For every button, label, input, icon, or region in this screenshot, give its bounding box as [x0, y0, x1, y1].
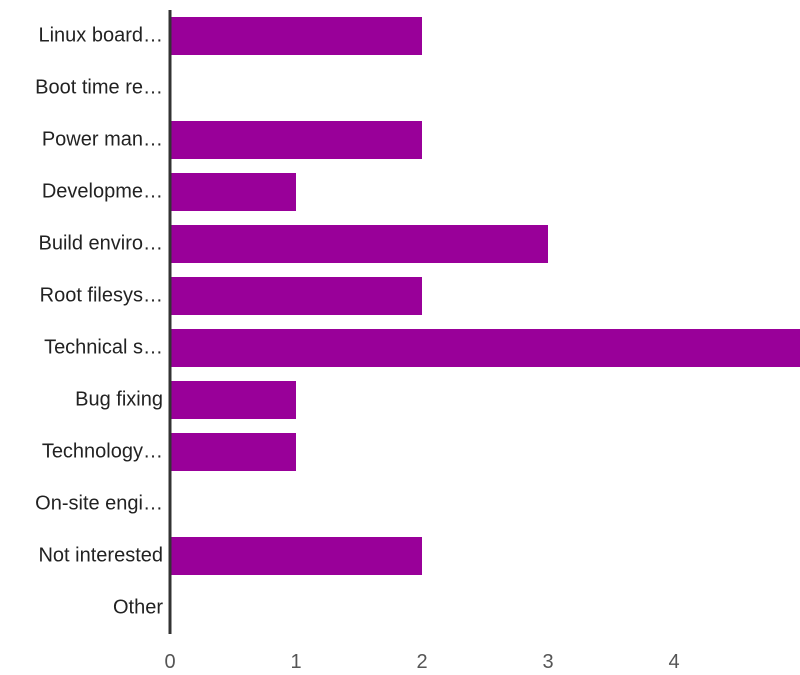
x-tick-label: 4 [668, 651, 679, 673]
bar [170, 381, 296, 419]
category-label: Technical s… [44, 336, 163, 358]
bar [170, 277, 422, 315]
bar [170, 225, 548, 263]
category-label: Technology… [42, 440, 163, 462]
x-tick-label: 0 [164, 651, 175, 673]
category-label: On-site engi… [35, 492, 163, 514]
x-tick-label: 1 [290, 651, 301, 673]
category-label: Developme… [42, 180, 163, 202]
x-tick-label: 3 [542, 651, 553, 673]
category-label: Power man… [42, 128, 163, 150]
category-label: Linux board… [38, 24, 163, 46]
category-labels: Linux board… Boot time re… Power man… Devel… [35, 24, 163, 618]
bar [170, 121, 422, 159]
bar [170, 173, 296, 211]
bar [170, 537, 422, 575]
x-tick-label: 2 [416, 651, 427, 673]
bars-layer [170, 17, 800, 575]
category-label: Boot time re… [35, 76, 163, 98]
category-label: Not interested [38, 544, 163, 566]
bar [170, 433, 296, 471]
category-label: Bug fixing [75, 388, 163, 410]
bar [170, 17, 422, 55]
category-label: Build enviro… [38, 232, 163, 254]
category-label: Other [113, 596, 163, 618]
category-label: Root filesys… [40, 284, 163, 306]
x-tick-labels: 0 1 2 3 4 [164, 651, 679, 673]
bar [170, 329, 800, 367]
